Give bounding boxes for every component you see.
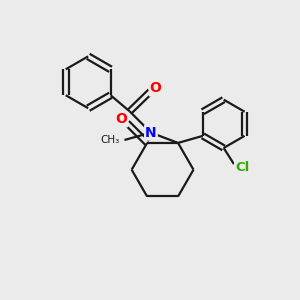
Text: O: O (115, 112, 127, 126)
Text: CH₃: CH₃ (100, 135, 119, 145)
Text: N: N (145, 126, 157, 140)
Text: O: O (150, 82, 162, 95)
Text: Cl: Cl (235, 161, 249, 174)
